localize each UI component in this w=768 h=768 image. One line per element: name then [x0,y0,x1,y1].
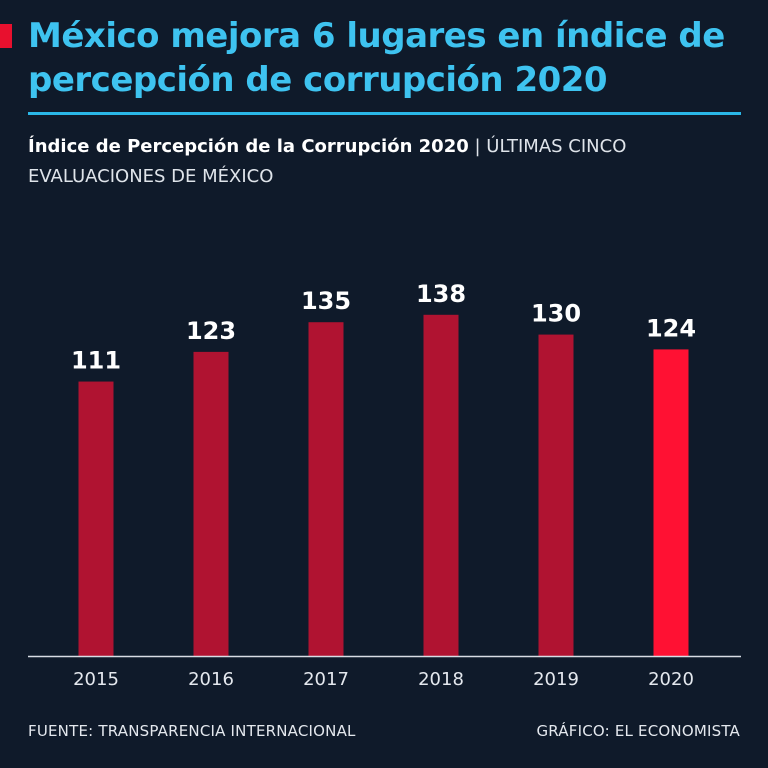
tick-label-2018: 2018 [418,669,464,690]
chart-subtitle: Índice de Percepción de la Corrupción 20… [28,132,728,192]
page-title: México mejora 6 lugares en índice de per… [28,16,725,100]
tick-label-2016: 2016 [188,669,234,690]
bar-2019 [538,334,574,656]
bar-2020 [653,349,689,656]
value-label-2017: 135 [301,287,351,315]
value-label-2018: 138 [416,280,466,308]
source-note: FUENTE: TRANSPARENCIA INTERNACIONAL [28,722,356,740]
bar-2018 [423,314,459,656]
title-divider [28,112,741,115]
subtitle-main: Índice de Percepción de la Corrupción 20… [28,136,469,157]
value-label-2016: 123 [186,317,236,345]
subtitle-separator: | [468,136,487,157]
tick-label-2015: 2015 [73,669,119,690]
value-label-2015: 111 [71,347,121,375]
bar-2017 [308,322,344,656]
bar-2016 [193,351,229,656]
credit-note: GRÁFICO: EL ECONOMISTA [536,722,740,740]
bars-group [78,314,689,656]
value-label-2020: 124 [646,314,696,342]
value-labels-group: 111 123 135 138 130 124 [71,280,696,375]
accent-bar [0,24,12,48]
subtitle-rest: ÚLTIMAS CINCO EVALUACIONES DE MÉXICO [28,136,627,187]
tick-label-2017: 2017 [303,669,349,690]
tick-labels-group: 2015 2016 2017 2018 2019 2020 [73,669,694,690]
value-label-2019: 130 [531,300,581,328]
tick-label-2020: 2020 [648,669,694,690]
tick-label-2019: 2019 [533,669,579,690]
bar-2015 [78,381,114,656]
